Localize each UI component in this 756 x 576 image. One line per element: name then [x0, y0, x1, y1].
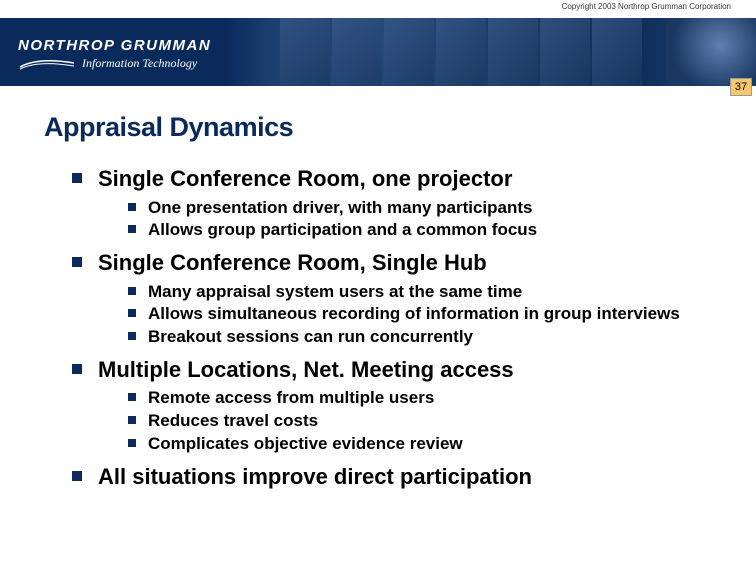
bullet-text: All situations improve direct participat… [98, 464, 532, 489]
sub-bullet-text: Allows simultaneous recording of informa… [148, 304, 680, 323]
header-image [384, 18, 434, 86]
sub-bullet-list: Many appraisal system users at the same … [128, 281, 716, 348]
bullet-item: All situations improve direct participat… [72, 463, 716, 491]
sub-bullet-item: Allows simultaneous recording of informa… [128, 303, 716, 325]
sub-bullet-list: One presentation driver, with many parti… [128, 197, 716, 242]
sub-bullet-list: Remote access from multiple users Reduce… [128, 387, 716, 454]
sub-bullet-text: Allows group participation and a common … [148, 220, 537, 239]
brand-division: Information Technology [82, 56, 197, 71]
bullet-item: Multiple Locations, Net. Meeting access … [72, 356, 716, 455]
header-image [332, 18, 382, 86]
header-image-strip [280, 18, 642, 86]
sub-bullet-item: Complicates objective evidence review [128, 433, 716, 455]
sub-bullet-text: Reduces travel costs [148, 411, 318, 430]
sub-bullet-text: Breakout sessions can run concurrently [148, 327, 473, 346]
header-corner-graphic [666, 18, 756, 86]
brand-name: NORTHROP GRUMMAN [18, 37, 211, 54]
header-banner: NORTHROP GRUMMAN Information Technology [0, 18, 756, 86]
sub-bullet-item: Many appraisal system users at the same … [128, 281, 716, 303]
sub-bullet-item: One presentation driver, with many parti… [128, 197, 716, 219]
header-image [592, 18, 642, 86]
bullet-text: Single Conference Room, one projector [98, 166, 512, 191]
bullet-item: Single Conference Room, Single Hub Many … [72, 249, 716, 348]
copyright-text: Copyright 2003 Northrop Grumman Corporat… [562, 2, 731, 11]
bullet-text: Multiple Locations, Net. Meeting access [98, 357, 514, 382]
sub-bullet-item: Allows group participation and a common … [128, 219, 716, 241]
bullet-text: Single Conference Room, Single Hub [98, 250, 487, 275]
header-image [488, 18, 538, 86]
sub-bullet-item: Reduces travel costs [128, 410, 716, 432]
slide-title: Appraisal Dynamics [44, 112, 716, 143]
brand-subline: Information Technology [18, 56, 211, 71]
sub-bullet-text: Complicates objective evidence review [148, 434, 463, 453]
header-image [280, 18, 330, 86]
header-image [540, 18, 590, 86]
sub-bullet-text: Remote access from multiple users [148, 388, 434, 407]
swoosh-icon [18, 57, 76, 71]
brand-logo: NORTHROP GRUMMAN Information Technology [0, 33, 211, 71]
page-number-badge: 37 [730, 78, 752, 96]
sub-bullet-item: Remote access from multiple users [128, 387, 716, 409]
sub-bullet-text: Many appraisal system users at the same … [148, 282, 522, 301]
header-image [436, 18, 486, 86]
slide-content: Appraisal Dynamics Single Conference Roo… [0, 112, 756, 494]
bullet-item: Single Conference Room, one projector On… [72, 165, 716, 241]
bullet-list: Single Conference Room, one projector On… [72, 165, 716, 490]
sub-bullet-item: Breakout sessions can run concurrently [128, 326, 716, 348]
sub-bullet-text: One presentation driver, with many parti… [148, 198, 532, 217]
